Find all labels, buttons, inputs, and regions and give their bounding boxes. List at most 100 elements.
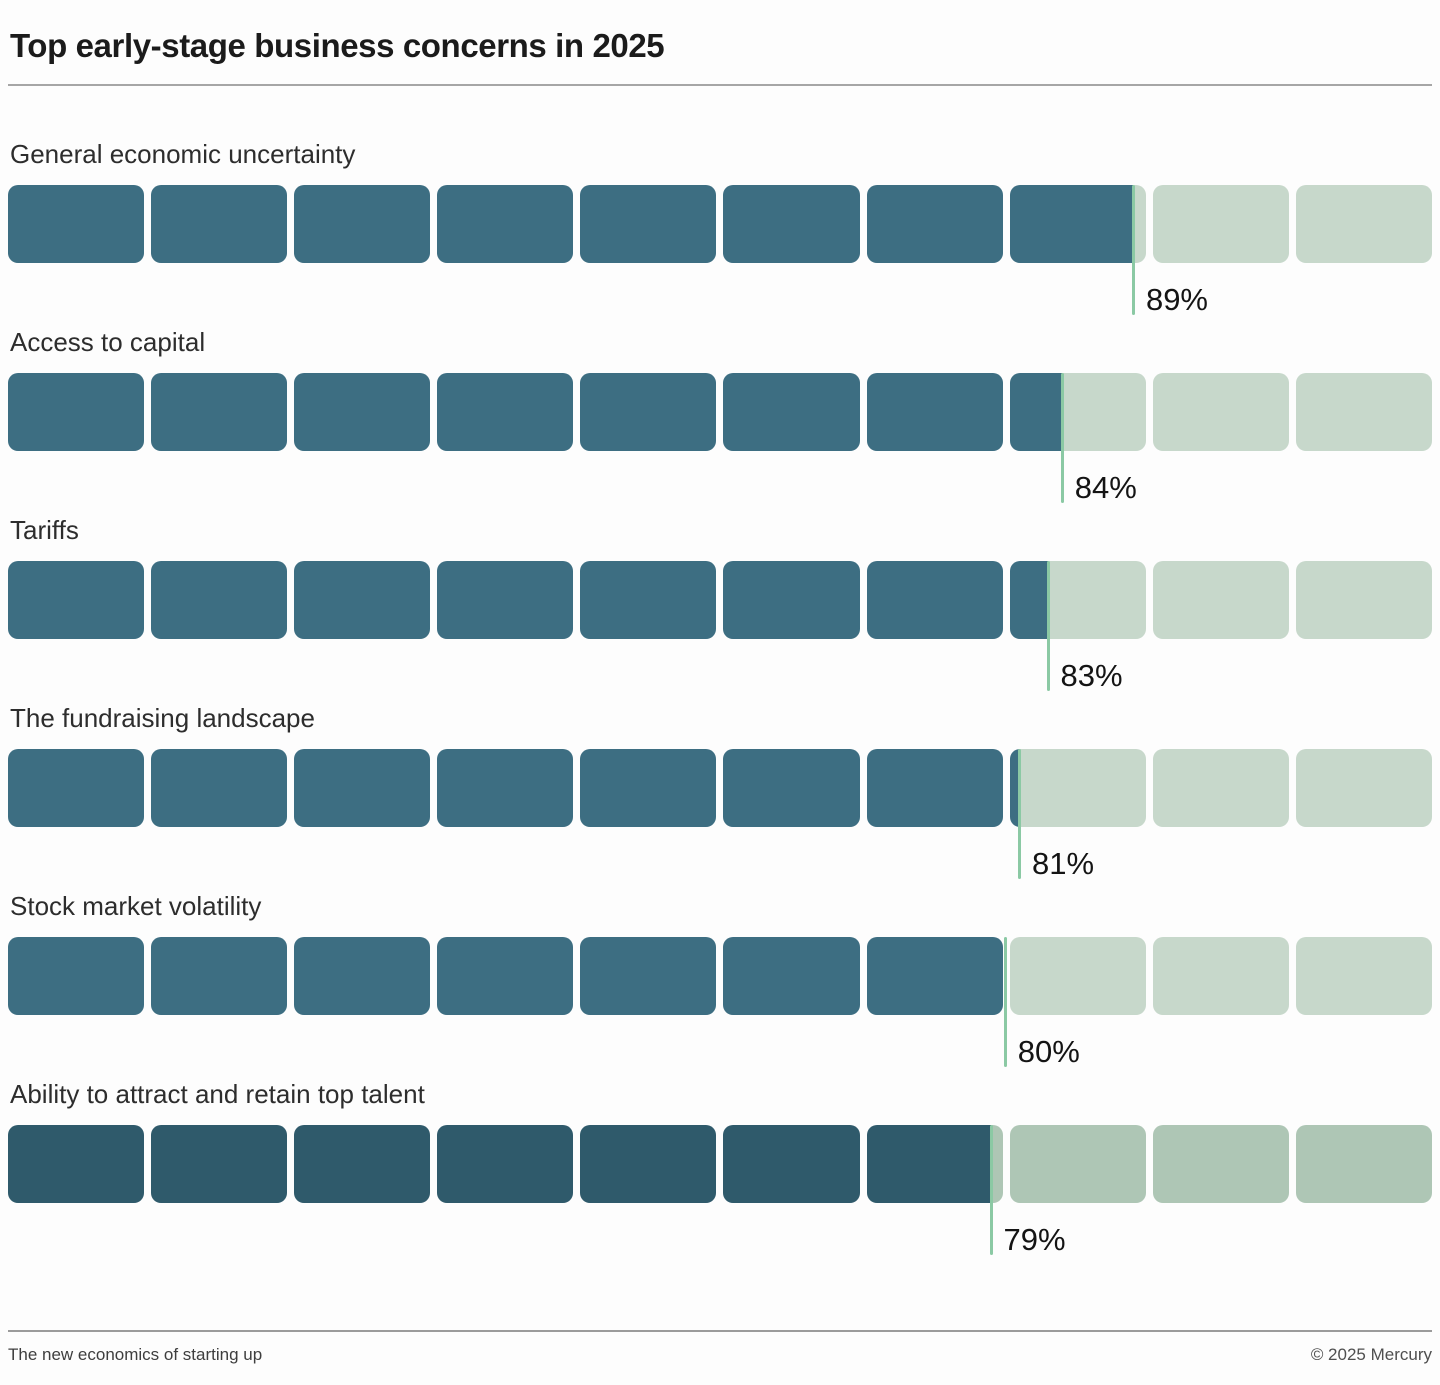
bar-block (151, 373, 288, 451)
bar-block (1152, 373, 1289, 451)
bar-blocks (8, 937, 1432, 1015)
bar-block (723, 561, 860, 639)
value-label: 89% (1145, 282, 1208, 317)
bar-block (1009, 373, 1146, 451)
value-label: 81% (1032, 846, 1095, 881)
bar-block (8, 749, 145, 827)
row-label: Access to capital (10, 327, 206, 357)
bar-blocks (8, 749, 1432, 827)
bar-block (1009, 185, 1146, 263)
bar-block (294, 561, 431, 639)
bar-block (294, 373, 431, 451)
bar-block (151, 1125, 288, 1203)
chart-row: General economic uncertainty 89% (8, 138, 1432, 317)
bar-block (294, 749, 431, 827)
value-label: 83% (1060, 658, 1123, 693)
bar-block (723, 749, 860, 827)
bar-block (151, 937, 288, 1015)
chart-row: Stock market volatility 80% (8, 890, 1432, 1069)
bar-track: 89% (8, 185, 1432, 317)
bar-block (1152, 561, 1289, 639)
bar-block (151, 749, 288, 827)
bar-block (1152, 185, 1289, 263)
bar-blocks (8, 561, 1432, 639)
row-label: Stock market volatility (10, 891, 262, 921)
bar-track: 81% (8, 749, 1432, 881)
bar-block (8, 937, 145, 1015)
bar-block (580, 937, 717, 1015)
footer: The new economics of starting up © 2025 … (8, 1330, 1432, 1365)
bar-track: 83% (8, 561, 1432, 693)
bar-blocks (8, 1125, 1432, 1203)
bar-block (866, 185, 1003, 263)
bar-block (1295, 373, 1432, 451)
bar-block (1009, 561, 1146, 639)
bar-block (580, 185, 717, 263)
bar-track: 79% (8, 1125, 1432, 1257)
footer-note: The new economics of starting up (8, 1345, 263, 1364)
bar-block (437, 185, 574, 263)
bar-block (580, 749, 717, 827)
bar-block (437, 749, 574, 827)
row-label: The fundraising landscape (10, 703, 315, 733)
bar-block (1295, 185, 1432, 263)
title-divider (8, 84, 1432, 86)
bar-block (1295, 749, 1432, 827)
bar-block (294, 185, 431, 263)
value-marker-line (1046, 561, 1050, 691)
bar-block (723, 937, 860, 1015)
bar-block (723, 1125, 860, 1203)
bar-block (866, 937, 1003, 1015)
chart-row: The fundraising landscape 81% (8, 702, 1432, 881)
bar-block (8, 373, 145, 451)
bar-block (866, 561, 1003, 639)
bar-blocks (8, 373, 1432, 451)
bar-chart: General economic uncertainty 89% Access … (8, 138, 1432, 1257)
bar-block (437, 937, 574, 1015)
bar-block (1009, 749, 1146, 827)
chart-row: Ability to attract and retain top talent… (8, 1078, 1432, 1257)
bar-block (723, 373, 860, 451)
bar-track: 84% (8, 373, 1432, 505)
value-marker-line (1018, 749, 1022, 879)
bar-block (294, 1125, 431, 1203)
bar-block (866, 749, 1003, 827)
bar-block (1152, 937, 1289, 1015)
bar-block (151, 185, 288, 263)
page-title: Top early-stage business concerns in 202… (10, 27, 665, 64)
bar-blocks (8, 185, 1432, 263)
bar-block (1295, 937, 1432, 1015)
value-marker-line (1003, 937, 1007, 1067)
bar-block (8, 1125, 145, 1203)
value-label: 80% (1017, 1034, 1080, 1069)
row-label: Ability to attract and retain top talent (10, 1079, 425, 1109)
bar-block (866, 373, 1003, 451)
bar-block (437, 561, 574, 639)
value-marker-line (1060, 373, 1064, 503)
bar-block (294, 937, 431, 1015)
bar-block (151, 561, 288, 639)
bar-block (580, 561, 717, 639)
bar-block (723, 185, 860, 263)
bar-block (437, 373, 574, 451)
value-marker-line (1131, 185, 1135, 315)
chart-row: Tariffs 83% (8, 514, 1432, 693)
bar-block (580, 1125, 717, 1203)
row-label: Tariffs (10, 515, 79, 545)
bar-block (1009, 1125, 1146, 1203)
value-marker-line (989, 1125, 993, 1255)
bar-block (1152, 1125, 1289, 1203)
bar-block (8, 185, 145, 263)
bar-block (866, 1125, 1003, 1203)
chart-row: Access to capital 84% (8, 326, 1432, 505)
value-label: 79% (1003, 1222, 1066, 1257)
bar-block (8, 561, 145, 639)
bar-block (1009, 937, 1146, 1015)
bar-block (580, 373, 717, 451)
bar-block (1295, 561, 1432, 639)
row-label: General economic uncertainty (10, 139, 356, 169)
value-label: 84% (1074, 470, 1137, 505)
bar-block (1152, 749, 1289, 827)
bar-track: 80% (8, 937, 1432, 1069)
